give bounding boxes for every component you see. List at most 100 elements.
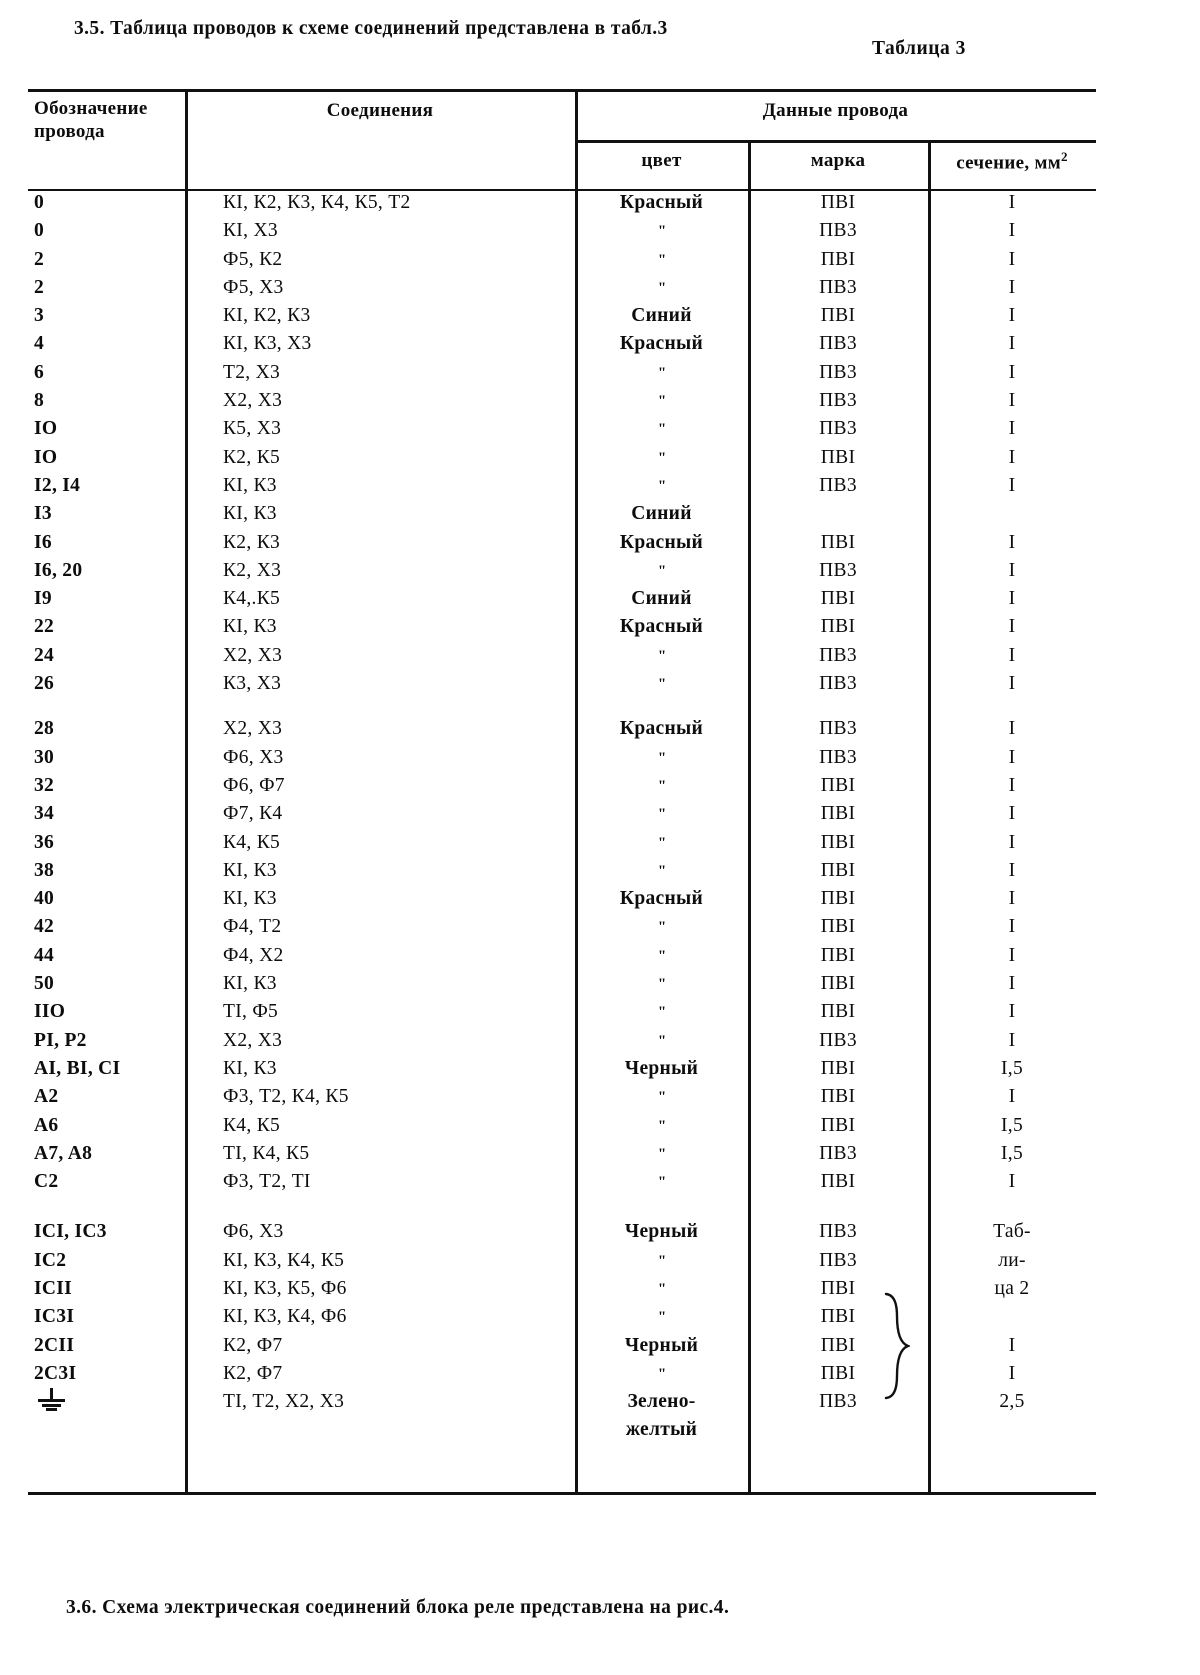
cell-cross-section: I [1008, 446, 1016, 468]
column-divider-connections [575, 89, 578, 1492]
cell-cross-section: I [1008, 944, 1016, 966]
cell-designation: A6 [34, 1114, 59, 1136]
table-row: IO К2, К5 " ПВI I [28, 444, 1096, 472]
table-row: 44 Ф4, Х2 " ПВI I [28, 942, 1096, 970]
cell-color: Синий [631, 503, 692, 525]
cell-cross-section: I [1008, 1086, 1016, 1108]
cell-cross-section: I [1008, 192, 1016, 213]
cell-brand: ПВ3 [819, 1391, 857, 1413]
header-color: цвет [641, 150, 682, 171]
cell-cross-section: I [1008, 673, 1016, 695]
cell-color: Красный [619, 531, 704, 553]
table-row: 4 КI, К3, Х3 Красный ПВ3 I [28, 330, 1096, 358]
cell-designation: 44 [34, 944, 55, 966]
cell-color: " [657, 647, 666, 664]
cell-connections: Ф6, Х3 [223, 746, 284, 768]
cell-connections: К2, Ф7 [223, 1362, 283, 1384]
table-row: A2 Ф3, Т2, К4, К5 " ПВI I [28, 1083, 1096, 1111]
cell-brand: ПВI [820, 531, 856, 553]
table-row: 40 КI, К3 Красный ПВI I [28, 885, 1096, 913]
cell-color: " [657, 562, 666, 579]
cell-cross-section: ца 2 [994, 1277, 1030, 1299]
cell-designation: 2C3I [34, 1362, 77, 1384]
cell-color: " [657, 976, 666, 993]
table-row: 36 К4, К5 " ПВI I [28, 829, 1096, 857]
cell-brand: ПВI [820, 248, 856, 270]
cell-designation: A2 [34, 1086, 59, 1108]
cell-brand: ПВI [820, 305, 856, 327]
cell-connections: КI, К3 [223, 1057, 277, 1079]
cell-color: желтый [625, 1419, 698, 1441]
cell-color: " [657, 834, 666, 851]
cell-connections: Ф5, К2 [223, 248, 283, 270]
cell-connections: Х2, Х3 [223, 718, 283, 740]
table-row: IO К5, Х3 " ПВ3 I [28, 415, 1096, 443]
cell-designation: 22 [34, 616, 55, 638]
cell-designation: I6 [34, 531, 52, 553]
earth-ground-symbol [34, 1388, 68, 1412]
cell-designation: IO [34, 418, 58, 440]
cell-cross-section: I [1008, 531, 1016, 553]
header-cross-section-exponent: 2 [1060, 149, 1068, 164]
cell-brand: ПВ3 [819, 1221, 857, 1243]
cell-connections: Х2, Х3 [223, 1029, 283, 1051]
cell-designation: 36 [34, 831, 55, 853]
cell-color: " [657, 862, 666, 879]
cell-designation: A7, A8 [34, 1142, 93, 1164]
cell-color: Черный [624, 1334, 699, 1356]
cell-color: Красный [619, 616, 704, 638]
cell-color: " [657, 749, 666, 766]
cell-designation: I6, 20 [34, 559, 83, 581]
cell-connections: КI, К3 [223, 973, 277, 995]
table-row: 2 Ф5, Х3 " ПВ3 I [28, 274, 1096, 302]
cell-connections: К4, К5 [223, 831, 281, 853]
cell-designation: 38 [34, 859, 55, 881]
cell-cross-section: I [1008, 276, 1016, 298]
cell-connections: К2, К3 [223, 531, 281, 553]
cell-brand: ПВ3 [819, 1029, 857, 1051]
table-row: I2, I4 КI, К3 " ПВ3 I [28, 472, 1096, 500]
cell-cross-section: I,5 [1000, 1057, 1024, 1079]
cell-brand: ПВI [820, 1114, 856, 1136]
cell-color: " [657, 1309, 666, 1326]
cell-brand: ПВI [820, 446, 856, 468]
table-row: 34 Ф7, К4 " ПВI I [28, 800, 1096, 828]
cell-connections: К3, Х3 [223, 673, 282, 695]
cell-color: " [657, 1365, 666, 1382]
cell-connections: ТI, Ф5 [223, 1001, 279, 1023]
cell-brand: ПВI [820, 1057, 856, 1079]
cell-cross-section: I [1008, 418, 1016, 440]
cell-brand: ПВ3 [819, 559, 857, 581]
cell-connections: Ф3, Т2, К4, К5 [223, 1086, 349, 1108]
cell-connections: Ф4, Т2 [223, 916, 282, 938]
column-divider-brand [928, 140, 931, 1492]
cell-connections: КI, К3 [223, 503, 277, 525]
cell-brand: ПВ3 [819, 474, 857, 496]
cell-designation: IIO [34, 1001, 66, 1023]
cell-brand: ПВ3 [819, 746, 857, 768]
cell-cross-section: I [1008, 888, 1016, 910]
table-row: 2C3I К2, Ф7 " ПВI I [28, 1360, 1096, 1388]
cell-designation: C2 [34, 1171, 59, 1193]
cell-color: Черный [624, 1057, 699, 1079]
cell-color: " [657, 1004, 666, 1021]
cell-connections: КI, К3 [223, 616, 277, 638]
table-row: IIO ТI, Ф5 " ПВI I [28, 998, 1096, 1026]
cell-designation: I9 [34, 588, 52, 610]
cell-color: " [657, 676, 666, 693]
table-row: I6 К2, К3 Красный ПВI I [28, 529, 1096, 557]
cell-cross-section: I [1008, 644, 1016, 666]
outro-paragraph: 3.6. Схема электрическая соединений блок… [66, 1597, 730, 1618]
wire-table: Обозначение провода Соединения Данные пр… [28, 89, 1096, 1495]
cell-brand: ПВ3 [819, 390, 857, 412]
table-row: A7, A8 ТI, К4, К5 " ПВ3 I,5 [28, 1140, 1096, 1168]
cell-connections: Т2, Х3 [223, 361, 281, 383]
table-row: I6, 20 К2, Х3 " ПВ3 I [28, 557, 1096, 585]
cell-color: " [657, 279, 666, 296]
table-row: 42 Ф4, Т2 " ПВI I [28, 913, 1096, 941]
cell-designation: 34 [34, 803, 55, 825]
cell-color: Синий [631, 305, 692, 327]
cell-color: " [657, 393, 666, 410]
table-top-border [28, 89, 1096, 92]
cell-designation: 3 [34, 305, 45, 327]
